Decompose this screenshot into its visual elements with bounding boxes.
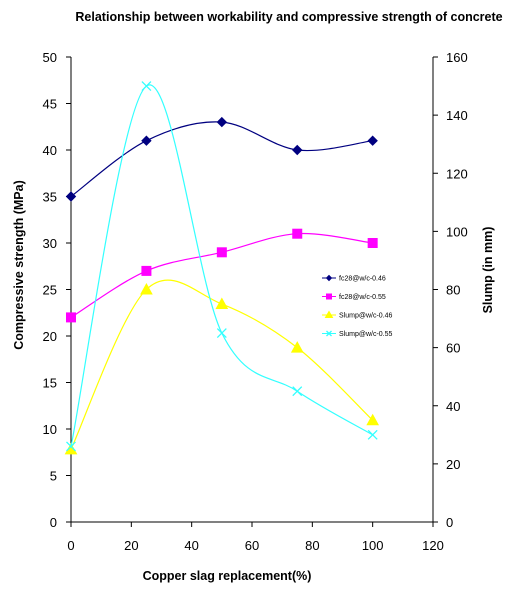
axes: 0 20 40 60 80 100 1200510152025303540455002040… <box>43 50 468 553</box>
series-4 <box>66 81 378 452</box>
y-tick-label: 20 <box>43 329 57 344</box>
y-tick-label: 10 <box>43 422 57 437</box>
y2-tick-label: 100 <box>446 224 468 239</box>
x-tick-label: 0 <box>67 538 74 553</box>
x-tick-label: 120 <box>422 538 444 553</box>
y2-tick-label: 160 <box>446 50 468 65</box>
data-point <box>141 135 152 146</box>
x-axis-title: Copper slag replacement(%) <box>143 569 312 583</box>
y2-tick-label: 60 <box>446 341 460 356</box>
y2-tick-label: 40 <box>446 399 460 414</box>
y-tick-label: 45 <box>43 97 57 112</box>
y2-tick-label: 20 <box>446 457 460 472</box>
x-tick-label: 60 <box>245 538 259 553</box>
data-point <box>140 282 153 295</box>
data-point <box>141 265 152 276</box>
data-point <box>292 144 303 156</box>
y2-tick-label: 80 <box>446 283 460 298</box>
legend-label: Slump@w/c-0.46 <box>339 313 393 320</box>
data-point <box>66 312 76 323</box>
data-point <box>216 116 228 128</box>
legend-marker <box>326 293 332 300</box>
data-point <box>292 228 303 239</box>
legend-marker <box>325 274 333 282</box>
y2-axis-title: Slump (in mm) <box>481 227 495 314</box>
data-point <box>215 297 229 310</box>
y-tick-label: 40 <box>43 143 57 158</box>
y2-tick-label: 0 <box>446 515 453 530</box>
y2-tick-label: 140 <box>446 108 468 123</box>
x-tick-label: 100 <box>362 538 384 553</box>
series-line <box>70 84 373 447</box>
legend-item: Slump@w/c-0.55 <box>322 330 393 338</box>
y-tick-label: 0 <box>50 515 57 530</box>
legend-item: fc28@w/c-0.55 <box>322 293 386 301</box>
legend-label: fc28@w/c-0.46 <box>339 276 386 283</box>
y-tick-label: 25 <box>43 283 57 298</box>
y-tick-label: 50 <box>43 50 57 65</box>
series-layer <box>64 81 380 455</box>
y-axis-title: Compressive strength (MPa) <box>12 180 26 349</box>
data-point <box>367 135 378 146</box>
x-tick-label: 80 <box>305 538 319 553</box>
series-3 <box>64 279 380 455</box>
data-point <box>292 386 303 397</box>
series-1 <box>65 116 378 202</box>
series-2 <box>66 228 378 323</box>
y2-tick-label: 120 <box>446 166 468 181</box>
series-line <box>70 279 374 450</box>
y-tick-label: 35 <box>43 190 57 205</box>
chart-title: Relationship between workability and com… <box>75 10 502 24</box>
data-point <box>65 191 77 202</box>
legend-marker <box>324 310 334 318</box>
data-point <box>367 238 378 248</box>
data-point <box>216 247 227 258</box>
legend-marker <box>326 330 332 337</box>
legend: fc28@w/c-0.46 fc28@w/c-0.55 Slump@w/c-0.46… <box>322 274 393 338</box>
x-tick-label: 20 <box>124 538 138 553</box>
x-tick-label: 40 <box>184 538 198 553</box>
data-point <box>141 81 152 92</box>
data-point <box>366 413 380 426</box>
legend-item: Slump@w/c-0.46 <box>322 310 393 320</box>
data-point <box>367 429 378 440</box>
y-tick-label: 15 <box>43 376 57 391</box>
legend-label: fc28@w/c-0.55 <box>339 294 386 301</box>
y-tick-label: 5 <box>50 469 57 484</box>
legend-label: Slump@w/c-0.55 <box>339 331 393 338</box>
data-point <box>66 441 76 452</box>
data-point <box>216 328 227 339</box>
legend-item: fc28@w/c-0.46 <box>322 274 386 283</box>
data-point <box>290 341 304 353</box>
y-tick-label: 30 <box>43 236 57 251</box>
